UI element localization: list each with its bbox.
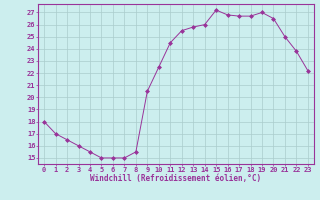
- X-axis label: Windchill (Refroidissement éolien,°C): Windchill (Refroidissement éolien,°C): [91, 174, 261, 183]
